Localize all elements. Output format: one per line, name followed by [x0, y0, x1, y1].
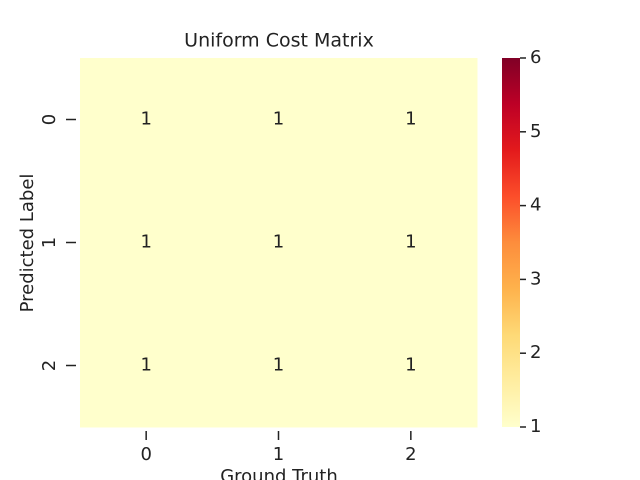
colorbar	[502, 58, 520, 427]
cell-label: 1	[273, 109, 284, 130]
y-tick-label: 0	[39, 114, 60, 125]
colorbar-tick-label: 2	[530, 342, 541, 363]
colorbar-tick-label: 3	[530, 268, 541, 289]
colorbar-tick-label: 6	[530, 47, 541, 68]
x-tick-label: 2	[405, 444, 416, 465]
cell-label: 1	[140, 355, 151, 376]
cell-label: 1	[405, 355, 416, 376]
y-axis-label: Predicted Label	[17, 174, 38, 313]
cell-label: 1	[273, 232, 284, 253]
heatmap-cell	[80, 181, 213, 305]
x-tick-label: 0	[140, 444, 151, 465]
colorbar-tick-label: 5	[530, 121, 541, 142]
x-tick-label: 1	[273, 444, 284, 465]
cell-label: 1	[140, 109, 151, 130]
x-axis-label: Ground Truth	[220, 466, 338, 480]
colorbar-tick-label: 4	[530, 195, 541, 216]
heatmap-cell	[344, 181, 478, 305]
cell-label: 1	[273, 355, 284, 376]
y-tick-label: 1	[39, 237, 60, 248]
cell-label: 1	[140, 232, 151, 253]
chart-title: Uniform Cost Matrix	[184, 30, 374, 52]
heatmap-cell	[212, 181, 346, 305]
heatmap-cell	[344, 58, 478, 182]
heatmap-cell	[344, 304, 478, 428]
heatmap-cell	[212, 58, 346, 182]
cell-label: 1	[405, 109, 416, 130]
heatmap-cell	[212, 304, 346, 428]
heatmap-cell	[80, 58, 213, 182]
y-tick-label: 2	[39, 360, 60, 371]
colorbar-tick-label: 1	[530, 416, 541, 437]
heatmap-cell	[80, 304, 213, 428]
cell-label: 1	[405, 232, 416, 253]
